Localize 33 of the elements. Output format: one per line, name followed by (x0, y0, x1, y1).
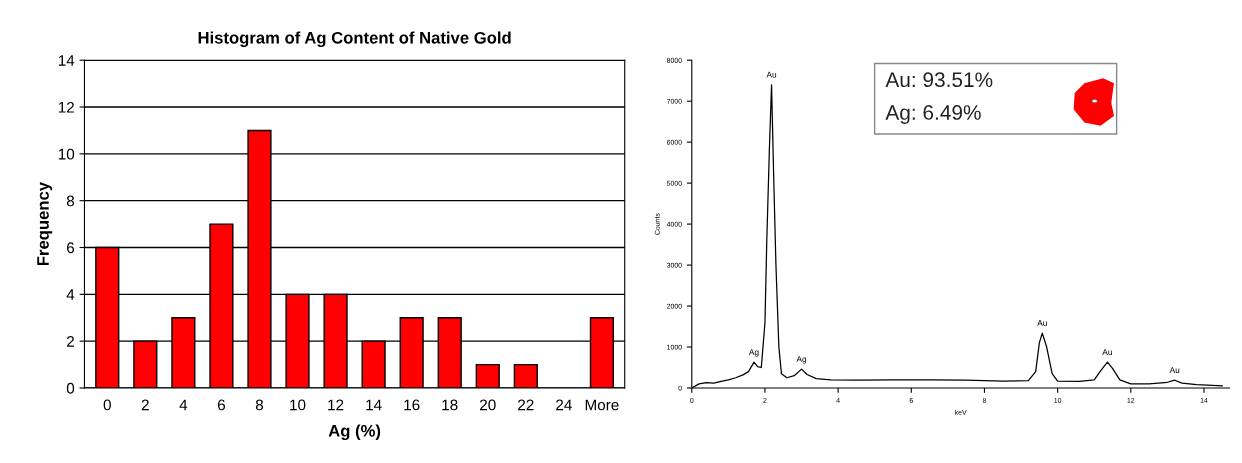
x-tick-label: 0 (103, 399, 111, 411)
x-tick-label: 16 (404, 399, 420, 411)
x-tick-label: 14 (366, 399, 382, 411)
y-tick-label: 12 (58, 101, 74, 113)
annotation: Au (1169, 367, 1180, 374)
x-tick-label: 8 (255, 399, 264, 411)
annotation: Au (766, 71, 777, 78)
annotation: Au: 93.51% (885, 72, 993, 88)
annotation: Au (1102, 349, 1112, 355)
chart-title: Histogram of Ag Content of Native Gold (198, 31, 511, 48)
y-tick-label: 4 (66, 289, 75, 300)
x-tick-label: More (585, 399, 619, 411)
x-tick-label: 4 (179, 399, 188, 411)
y-tick-label: 2 (67, 336, 74, 347)
x-tick-label: 6 (217, 399, 225, 411)
annotation: Ag: 6.49% (885, 105, 981, 124)
y-tick-label: 0 (66, 382, 75, 394)
y-tick-label: 8 (66, 195, 75, 207)
annotation: Au (1037, 320, 1047, 326)
x-tick-label: 18 (442, 399, 458, 411)
annotation: Ag (796, 356, 807, 364)
x-axis-title: Ag (%) (328, 424, 381, 441)
x-tick-label: 10 (290, 399, 306, 411)
y-axis-title: Frequency (37, 182, 53, 266)
y-tick-label: 10 (58, 148, 75, 160)
annotation: Ag (748, 349, 759, 357)
x-tick-label: 24 (556, 399, 572, 411)
x-tick-label: 12 (328, 399, 344, 411)
y-tick-label: 6 (67, 242, 75, 254)
x-tick-label: 20 (480, 399, 496, 411)
x-tick-label: 22 (518, 399, 534, 411)
y-tick-label: 14 (58, 55, 75, 66)
x-tick-label: 2 (141, 399, 149, 411)
